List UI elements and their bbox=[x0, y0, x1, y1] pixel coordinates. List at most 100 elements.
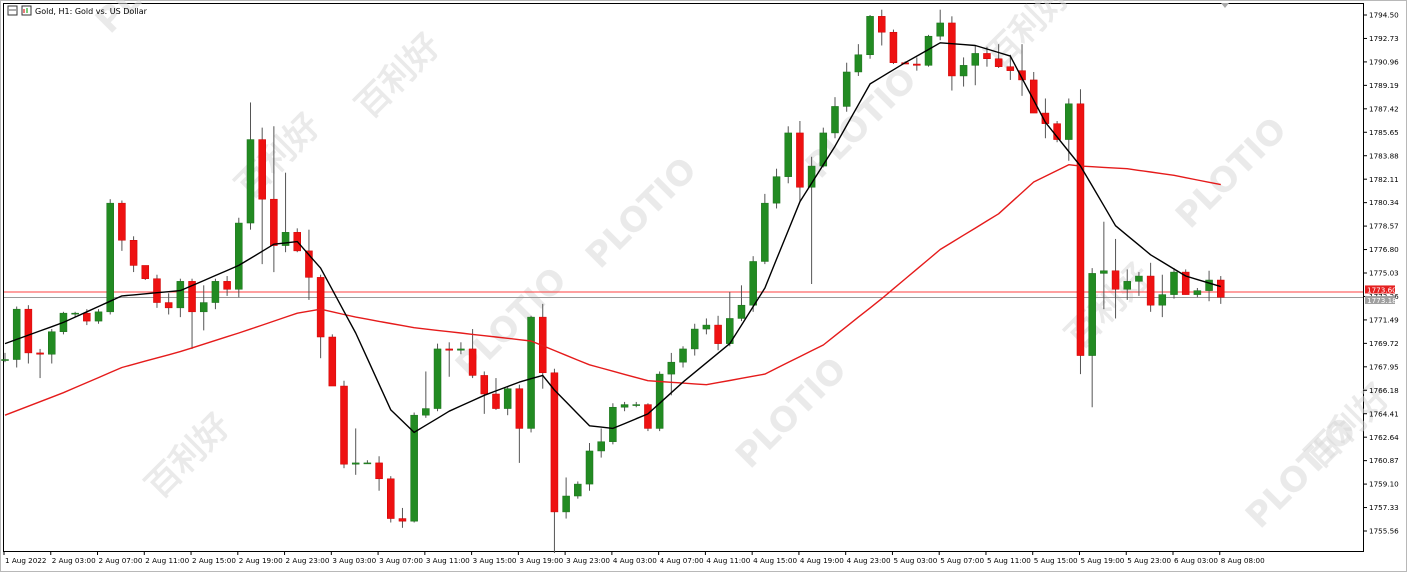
bull-candle-body bbox=[1123, 281, 1131, 290]
price-tick-label: 1771.49 bbox=[1369, 316, 1399, 325]
bull-candle-body bbox=[235, 222, 243, 290]
time-tick-label: 8 Aug 08:00 bbox=[1221, 556, 1265, 565]
bear-candle-body bbox=[375, 462, 383, 480]
ask-price-label: 1773.18 bbox=[1367, 296, 1397, 305]
bear-candle-body bbox=[1111, 270, 1120, 290]
bear-candle-body bbox=[1018, 70, 1026, 81]
time-tick-label: 3 Aug 11:00 bbox=[426, 556, 470, 565]
price-tick-label: 1785.65 bbox=[1369, 128, 1399, 137]
bear-candle-body bbox=[492, 393, 500, 409]
bull-candle-body bbox=[971, 53, 980, 66]
bear-candle-body bbox=[340, 385, 348, 465]
candle bbox=[305, 229, 313, 300]
fast-moving-average-line bbox=[4, 42, 1222, 434]
time-tick-label: 3 Aug 07:00 bbox=[379, 556, 423, 565]
bear-candle-body bbox=[1041, 112, 1050, 124]
plot-border bbox=[3, 3, 1364, 552]
candle bbox=[796, 121, 804, 202]
bear-candle-body bbox=[515, 388, 524, 429]
bear-candle-body bbox=[328, 336, 337, 387]
price-tick-label: 1755.56 bbox=[1369, 527, 1399, 536]
candle bbox=[1170, 268, 1178, 299]
price-tick-label: 1759.10 bbox=[1369, 480, 1399, 489]
candle bbox=[761, 193, 769, 265]
price-tick-label: 1778.57 bbox=[1369, 222, 1399, 231]
chart-header: Gold, H1: Gold vs. US Dollar bbox=[7, 5, 148, 16]
time-tick-label: 5 Aug 23:00 bbox=[1127, 556, 1171, 565]
bull-candle-body bbox=[71, 312, 79, 315]
bear-candle-body bbox=[1217, 279, 1225, 298]
bull-candle-body bbox=[363, 462, 372, 465]
candle bbox=[574, 481, 582, 499]
candle bbox=[819, 127, 828, 168]
candle bbox=[936, 9, 944, 41]
price-tick-label: 1794.50 bbox=[1369, 11, 1399, 20]
candle bbox=[1158, 274, 1167, 318]
bear-candle-body bbox=[948, 22, 956, 77]
bear-candle-body bbox=[714, 324, 722, 344]
bull-candle-body bbox=[1100, 270, 1108, 274]
candle bbox=[1205, 270, 1213, 302]
bear-candle-body bbox=[188, 281, 196, 313]
bull-candle-body bbox=[503, 388, 512, 409]
price-tick-label: 1757.33 bbox=[1369, 503, 1399, 512]
candle bbox=[948, 16, 956, 91]
bull-candle-body bbox=[574, 483, 582, 497]
bull-candle-body bbox=[1, 359, 9, 361]
bear-candle-body bbox=[1029, 79, 1038, 114]
time-tick-label: 3 Aug 19:00 bbox=[519, 556, 563, 565]
watermark-text: PLOTIO bbox=[728, 350, 855, 477]
bear-candle-body bbox=[387, 478, 395, 519]
candle bbox=[644, 403, 652, 432]
price-tick-label: 1789.19 bbox=[1369, 81, 1399, 90]
bull-candle-body bbox=[842, 71, 851, 107]
watermark-text: PLOTIO bbox=[1168, 110, 1295, 237]
candle bbox=[679, 346, 687, 368]
candle bbox=[48, 329, 56, 364]
candle bbox=[340, 380, 348, 469]
bear-candle-body bbox=[1076, 103, 1085, 356]
candle bbox=[959, 57, 968, 87]
bull-candle-body bbox=[866, 16, 874, 56]
candle bbox=[971, 45, 980, 86]
time-tick-label: 5 Aug 07:00 bbox=[940, 556, 984, 565]
bull-candle-body bbox=[959, 65, 968, 77]
bull-candle-body bbox=[246, 139, 255, 224]
candle bbox=[1006, 54, 1015, 80]
time-tick-label: 3 Aug 15:00 bbox=[473, 556, 517, 565]
candle bbox=[445, 342, 453, 377]
candle bbox=[690, 323, 699, 356]
candle bbox=[141, 265, 150, 281]
bull-candle-body bbox=[457, 348, 465, 351]
bull-candle-body bbox=[422, 408, 430, 416]
bull-candle-body bbox=[48, 331, 56, 355]
candle bbox=[1146, 262, 1155, 312]
candle bbox=[223, 276, 231, 296]
time-tick-label: 5 Aug 03:00 bbox=[893, 556, 937, 565]
bear-candle-body bbox=[36, 352, 44, 355]
moving-averages bbox=[4, 42, 1222, 434]
candle bbox=[1, 352, 9, 363]
candle bbox=[457, 342, 465, 355]
candle bbox=[550, 368, 559, 553]
candle bbox=[1123, 269, 1131, 300]
candle bbox=[1018, 44, 1026, 96]
candle bbox=[211, 278, 220, 310]
candle bbox=[889, 29, 898, 65]
candle bbox=[293, 228, 301, 253]
bull-candle-body bbox=[679, 348, 687, 363]
price-tick-label: 1783.88 bbox=[1369, 151, 1399, 160]
candle bbox=[878, 9, 886, 46]
bear-candle-body bbox=[468, 348, 477, 376]
bear-candle-body bbox=[316, 277, 325, 338]
candle bbox=[328, 334, 337, 387]
candle bbox=[316, 274, 325, 359]
candle bbox=[913, 57, 921, 71]
candle bbox=[480, 371, 489, 414]
bull-candle-body bbox=[199, 302, 208, 313]
candle bbox=[585, 443, 594, 491]
scroll-marker-icon[interactable] bbox=[1221, 3, 1229, 8]
bull-candle-body bbox=[1065, 103, 1073, 140]
